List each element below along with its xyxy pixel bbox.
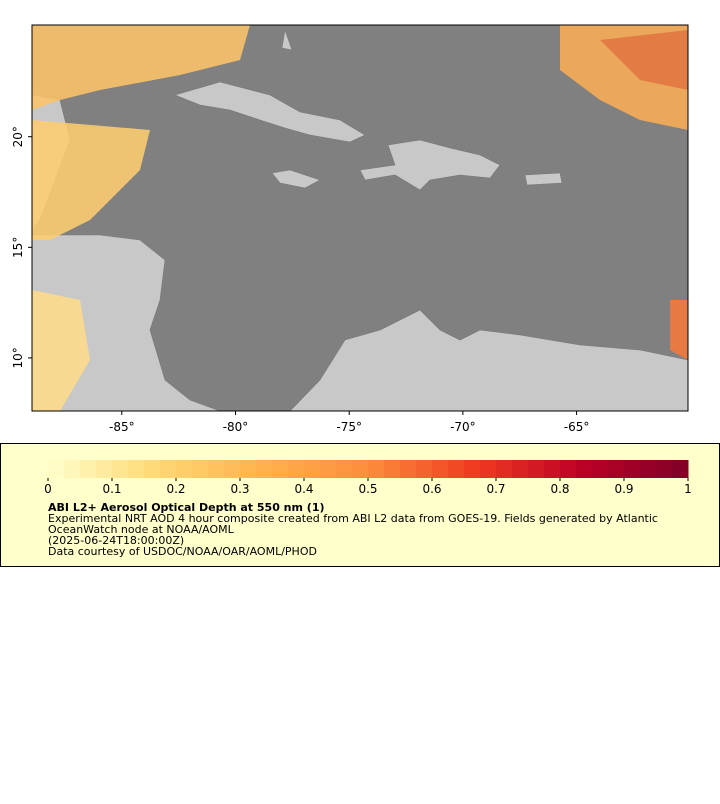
colorbar-tick-label: 0.3 — [230, 482, 249, 496]
colorbar-segment — [480, 460, 497, 478]
x-tick-label: -85° — [109, 420, 135, 434]
colorbar-segment — [176, 460, 193, 478]
colorbar-segment — [112, 460, 129, 478]
aerosol-area — [32, 290, 90, 411]
colorbar-segment — [464, 460, 481, 478]
colorbar-segment — [80, 460, 97, 478]
x-tick-label: -80° — [223, 420, 249, 434]
x-tick-label: -75° — [336, 420, 362, 434]
florida-keys — [281, 29, 293, 51]
colorbar-tick-label: 0.8 — [550, 482, 569, 496]
colorbar-segment — [560, 460, 577, 478]
colorbar-segment — [416, 460, 433, 478]
colorbar-segment — [608, 460, 625, 478]
legend-line: Experimental NRT AOD 4 hour composite cr… — [48, 512, 658, 525]
colorbar-segment — [368, 460, 385, 478]
colorbar-segment — [208, 460, 225, 478]
y-tick-label: 15° — [11, 237, 25, 258]
colorbar-segment — [624, 460, 641, 478]
legend-title: ABI L2+ Aerosol Optical Depth at 550 nm … — [48, 501, 325, 514]
aerosol-area — [32, 25, 250, 110]
colorbar-segment — [192, 460, 209, 478]
x-tick-label: -70° — [450, 420, 476, 434]
aerosol-area — [32, 120, 150, 240]
colorbar-segment — [96, 460, 113, 478]
colorbar-segment — [144, 460, 161, 478]
colorbar-segment — [400, 460, 417, 478]
colorbar-segment — [224, 460, 241, 478]
colorbar-segment — [640, 460, 657, 478]
legend-line: (2025-06-24T18:00:00Z) — [48, 534, 184, 547]
colorbar-tick-label: 0.4 — [294, 482, 313, 496]
colorbar-segment — [272, 460, 289, 478]
colorbar-segment — [592, 460, 609, 478]
legend-line: OceanWatch node at NOAA/AOML — [48, 523, 235, 536]
colorbar-segment — [672, 460, 689, 478]
cuba — [174, 81, 366, 143]
colorbar-tick-label: 0.2 — [166, 482, 185, 496]
aerosol-area — [600, 30, 688, 90]
colorbar-tick-label: 0.5 — [358, 482, 377, 496]
puerto-rico — [524, 172, 563, 186]
colorbar-segment — [656, 460, 673, 478]
colorbar-tick-label: 0 — [44, 482, 52, 496]
colorbar-tick-label: 0.7 — [486, 482, 505, 496]
aerosol-area — [670, 300, 688, 360]
colorbar-tick-label: 1 — [684, 482, 692, 496]
x-tick-label: -65° — [564, 420, 590, 434]
colorbar-segment — [64, 460, 81, 478]
colorbar-segment — [432, 460, 449, 478]
map-frame — [31, 24, 689, 412]
colorbar-segment — [448, 460, 465, 478]
south-america — [289, 309, 688, 411]
jamaica — [271, 169, 321, 189]
colorbar-segment — [48, 460, 65, 478]
map — [32, 25, 688, 411]
colorbar-segment — [528, 460, 545, 478]
colorbar-tick-label: 0.9 — [614, 482, 633, 496]
colorbar-tick-label: 0.1 — [102, 482, 121, 496]
aerosol — [32, 25, 688, 411]
legend-line: Data courtesy of USDOC/NOAA/OAR/AOML/PHO… — [48, 545, 317, 558]
colorbar-segment — [160, 460, 177, 478]
colorbar-segment — [240, 460, 257, 478]
colorbar-segment — [304, 460, 321, 478]
colorbar-segment — [384, 460, 401, 478]
colorbar-segment — [576, 460, 593, 478]
colorbar-segment — [544, 460, 561, 478]
y-tick-label: 20° — [11, 126, 25, 147]
colorbar-segment — [336, 460, 353, 478]
colorbar-segment — [288, 460, 305, 478]
colorbar-segment — [512, 460, 529, 478]
colorbar-segment — [496, 460, 513, 478]
colorbar-segment — [352, 460, 369, 478]
colorbar-segment — [128, 460, 145, 478]
hispaniola — [359, 139, 501, 191]
colorbar-tick-label: 0.6 — [422, 482, 441, 496]
y-tick-label: 10° — [11, 347, 25, 368]
colorbar-segment — [320, 460, 337, 478]
colorbar-segment — [256, 460, 273, 478]
